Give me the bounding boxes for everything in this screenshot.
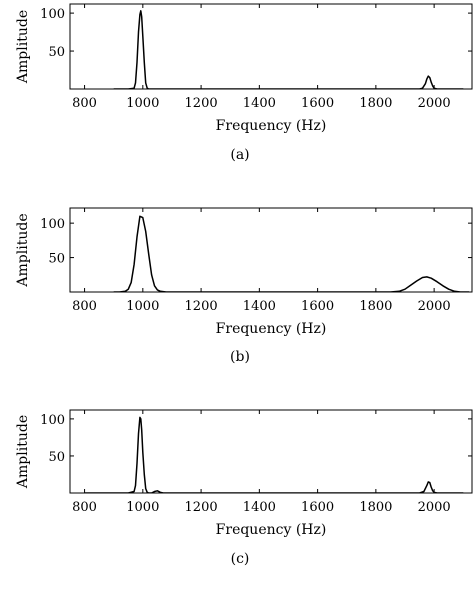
y-tick-label: 50 (48, 252, 65, 267)
x-tick-label: 1000 (126, 299, 159, 314)
plot-frame (69, 207, 473, 293)
y-axis-label: Amplitude (15, 415, 31, 489)
x-tick-label: 1400 (243, 500, 276, 515)
subplot-label: (b) (230, 349, 250, 365)
x-axis-label: Frequency (Hz) (216, 321, 327, 337)
subplot-2: 800 1000 1200 1400 1600 1800 2000 50 100 Frequenc… (15, 207, 473, 365)
x-tick-label: 1600 (301, 96, 334, 111)
x-axis-label: Frequency (Hz) (216, 118, 327, 134)
x-tick-label: 1200 (185, 96, 218, 111)
spectrum-line (113, 215, 470, 292)
spectrum-line (113, 10, 464, 89)
y-tick-label: 100 (40, 7, 65, 22)
spectrum-line (84, 416, 464, 493)
plot-frame (69, 3, 473, 90)
x-tick-label: 2000 (418, 96, 451, 111)
x-tick-label: 1800 (359, 500, 392, 515)
x-axis-label: Frequency (Hz) (216, 522, 327, 538)
x-tick-label: 1600 (301, 500, 334, 515)
y-tick-label: 100 (40, 413, 65, 428)
subplot-1: 800 1000 1200 1400 1600 1800 2000 50 100 Frequenc… (15, 3, 473, 163)
y-tick-label: 100 (40, 217, 65, 232)
x-tick-label: 800 (72, 96, 97, 111)
x-tick-label: 800 (72, 299, 97, 314)
x-tick-label: 1000 (126, 96, 159, 111)
y-tick-label: 50 (48, 450, 65, 465)
x-tick-label: 800 (72, 500, 97, 515)
plot-frame (69, 409, 473, 494)
x-tick-label: 2000 (418, 299, 451, 314)
x-tick-label: 1000 (126, 500, 159, 515)
x-tick-label: 1200 (185, 299, 218, 314)
subplot-3: 800 1000 1200 1400 1600 1800 2000 50 100 Frequenc… (15, 409, 473, 567)
y-axis-label: Amplitude (15, 213, 31, 287)
y-axis-label: Amplitude (15, 10, 31, 84)
x-tick-label: 1400 (243, 96, 276, 111)
x-tick-label: 1200 (185, 500, 218, 515)
x-tick-label: 1800 (359, 299, 392, 314)
subplot-label: (a) (230, 147, 249, 163)
subplot-label: (c) (231, 551, 250, 567)
x-tick-label: 2000 (418, 500, 451, 515)
x-tick-label: 1600 (301, 299, 334, 314)
x-tick-label: 1800 (359, 96, 392, 111)
x-tick-label: 1400 (243, 299, 276, 314)
y-tick-label: 50 (48, 45, 65, 60)
